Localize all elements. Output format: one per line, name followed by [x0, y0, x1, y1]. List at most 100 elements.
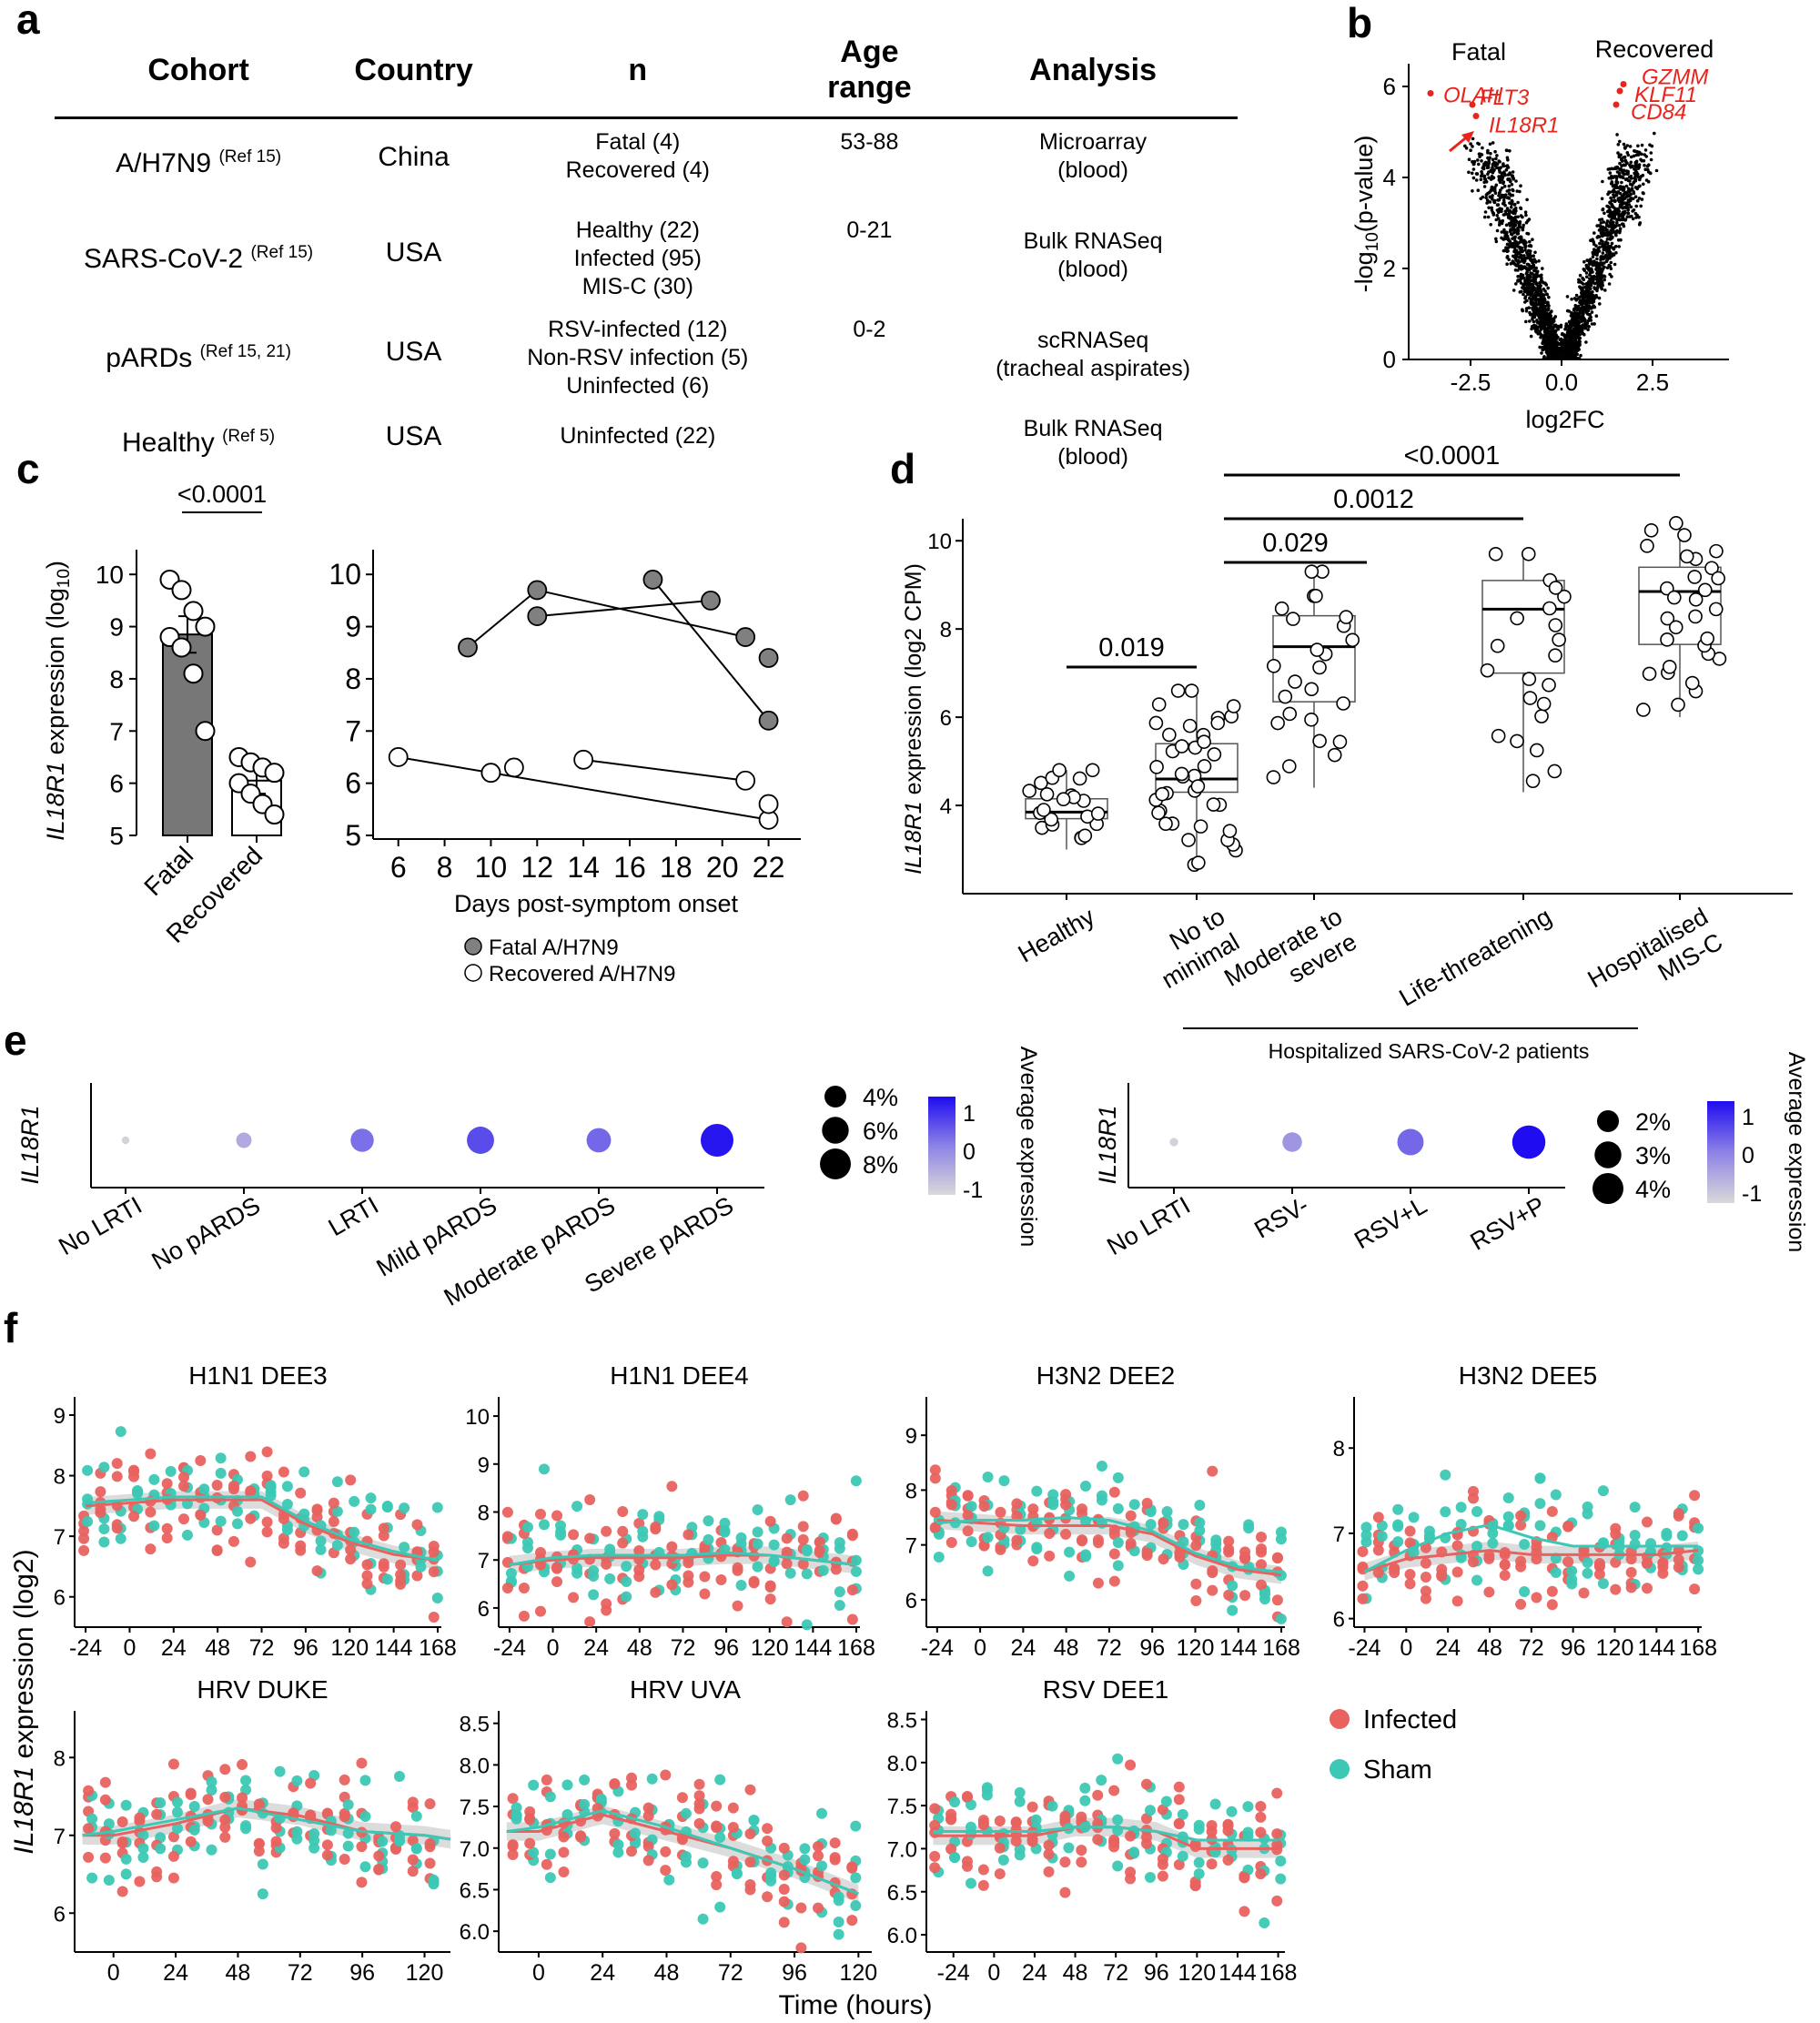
volcano-point [1514, 179, 1518, 183]
d-point [1155, 786, 1169, 802]
volcano-point [1549, 317, 1552, 320]
volcano-point [1498, 180, 1502, 184]
volcano-point [1632, 181, 1635, 185]
volcano-point [1546, 286, 1550, 290]
col-header-age: Age range [790, 27, 949, 119]
volcano-point [1497, 197, 1502, 202]
f-infected-point [558, 1831, 570, 1843]
f-sham-point [1487, 1537, 1499, 1549]
volcano-point [1522, 276, 1526, 280]
volcano-point [1613, 214, 1617, 217]
volcano-point [1633, 164, 1637, 168]
volcano-point [1516, 215, 1520, 219]
f-infected-point [797, 1490, 809, 1502]
volcano-point [1608, 171, 1613, 175]
volcano-point [1591, 290, 1594, 294]
f-infected-point [1255, 1868, 1267, 1880]
volcano-point [1531, 284, 1534, 288]
f-sham-point [1144, 1805, 1156, 1816]
d-point [1525, 774, 1541, 788]
volcano-point [1542, 287, 1546, 291]
f-sham-point [1242, 1826, 1254, 1838]
f-sham-point [1360, 1530, 1372, 1542]
f-infected-point [977, 1815, 989, 1826]
volcano-xtick-label: 0.0 [1545, 369, 1578, 396]
e-xtick-label: No pARDS [147, 1191, 265, 1275]
f-infected-point [1239, 1906, 1250, 1917]
f-infected-point [345, 1553, 357, 1565]
volcano-point [1600, 227, 1604, 231]
e-right-legend-title: Average expression [1784, 1052, 1809, 1253]
f-ytick-label: 6 [54, 1586, 66, 1611]
volcano-ytick-label: 6 [1383, 73, 1396, 100]
volcano-point [1508, 192, 1512, 196]
d-point [1193, 819, 1208, 834]
f-infected-point [167, 1872, 179, 1884]
f-sham-point [784, 1494, 796, 1506]
f-infected-point [356, 1841, 368, 1853]
f-sham-point [765, 1870, 777, 1882]
f-infected-point [378, 1522, 389, 1534]
d-point [1190, 779, 1206, 794]
d-point [1034, 775, 1048, 791]
volcano-point [1505, 247, 1509, 251]
f-sham-point [171, 1806, 183, 1818]
volcano-point [1542, 313, 1547, 318]
f-infected-point [666, 1579, 678, 1591]
volcano-point [1556, 335, 1560, 339]
volcano-point [1490, 208, 1494, 212]
volcano-point [1616, 207, 1620, 211]
volcano-point [1496, 203, 1501, 207]
f-infected-point [395, 1559, 407, 1571]
f-sham-point [1112, 1753, 1124, 1765]
f-sham-point [998, 1475, 1010, 1487]
volcano-point [1621, 176, 1625, 180]
legend-fatal-marker [464, 937, 482, 956]
f-infected-point [1239, 1872, 1250, 1884]
e-xtick-label: No LRTI [54, 1191, 147, 1260]
volcano-point [1571, 336, 1575, 340]
d-point [1700, 631, 1714, 646]
f-infected-point [1043, 1839, 1055, 1851]
volcano-point [1539, 321, 1542, 326]
volcano-point [1508, 214, 1512, 218]
f-infected-point [778, 1896, 790, 1907]
f-sham-point [653, 1511, 665, 1522]
cell-n: Healthy (22) Infected (95) MIS-C (30) [573, 217, 702, 299]
f-ytick-label: 7.5 [460, 1795, 490, 1820]
f-sham-point [137, 1843, 149, 1855]
volcano-point [1603, 211, 1606, 216]
volcano-point [1502, 184, 1507, 188]
d-point [1182, 718, 1198, 733]
c-line-xtick-label: 14 [567, 851, 600, 884]
volcano-point [1616, 197, 1621, 200]
f-infected-point [1271, 1895, 1283, 1907]
f-sham-point [1693, 1563, 1704, 1575]
f-infected-point [1077, 1534, 1088, 1546]
d-point [1679, 549, 1694, 564]
volcano-point [1481, 146, 1484, 150]
f-ytick-label: 6 [478, 1597, 490, 1622]
f-infected-point [1140, 1831, 1152, 1843]
e-dot [1512, 1125, 1546, 1159]
f-infected-point [270, 1822, 282, 1834]
f-infected-point [134, 1816, 146, 1827]
volcano-point [1545, 319, 1550, 322]
e-dot [701, 1124, 733, 1157]
d-xtick-label-line: Life-threatening [1394, 903, 1556, 1012]
f-infected-point [211, 1479, 223, 1491]
volcano-point [1629, 155, 1633, 159]
volcano-point [1639, 157, 1643, 162]
d-point [1643, 522, 1659, 538]
f-infected-point [666, 1481, 678, 1492]
f-sham-point [377, 1836, 389, 1847]
volcano-point [1481, 195, 1485, 199]
f-sham-point [697, 1857, 709, 1869]
e-right-gene: IL18R1 [1094, 1105, 1121, 1184]
d-comparison-pvalue: 0.029 [1262, 529, 1329, 558]
f-infected-point [1125, 1830, 1137, 1842]
cell-cohort: pARDs (Ref 15, 21) [106, 341, 291, 373]
volcano-point [1572, 314, 1576, 319]
d-point [1660, 581, 1674, 596]
